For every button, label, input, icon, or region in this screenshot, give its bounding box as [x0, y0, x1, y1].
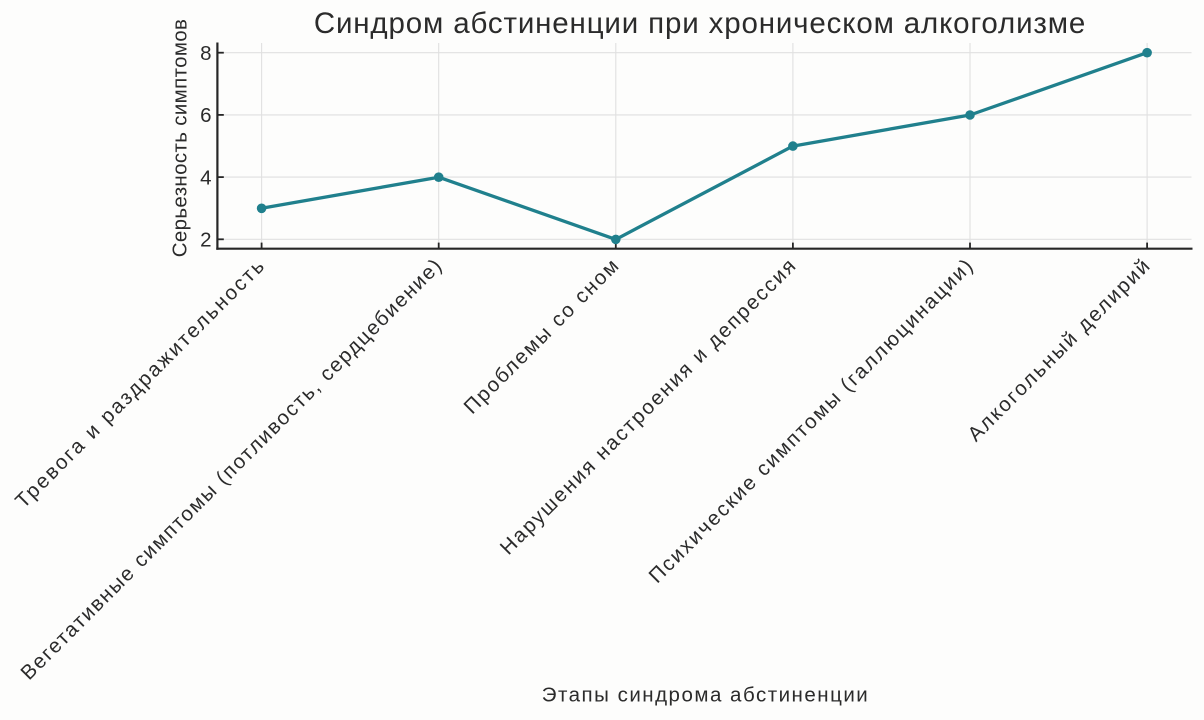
svg-text:Синдром абстиненции при хронич: Синдром абстиненции при хроническом алко…	[314, 7, 1086, 40]
svg-text:Этапы синдрома абстиненции: Этапы синдрома абстиненции	[542, 683, 870, 706]
svg-text:Вегетативные симптомы (потливо: Вегетативные симптомы (потливость, сердц…	[16, 253, 447, 684]
svg-text:Проблемы со сном: Проблемы со сном	[459, 253, 624, 418]
svg-text:8: 8	[200, 42, 211, 65]
svg-text:Серьезность симптомов: Серьезность симптомов	[168, 19, 191, 258]
svg-text:6: 6	[200, 104, 211, 127]
svg-text:Психические симптомы (галлюцин: Психические симптомы (галлюцинации)	[644, 253, 978, 587]
svg-text:Нарушения настроения и депресс: Нарушения настроения и депрессия	[496, 253, 802, 559]
svg-text:4: 4	[200, 166, 211, 189]
svg-text:2: 2	[200, 229, 211, 252]
svg-text:Алкогольный делирий: Алкогольный делирий	[963, 253, 1156, 446]
